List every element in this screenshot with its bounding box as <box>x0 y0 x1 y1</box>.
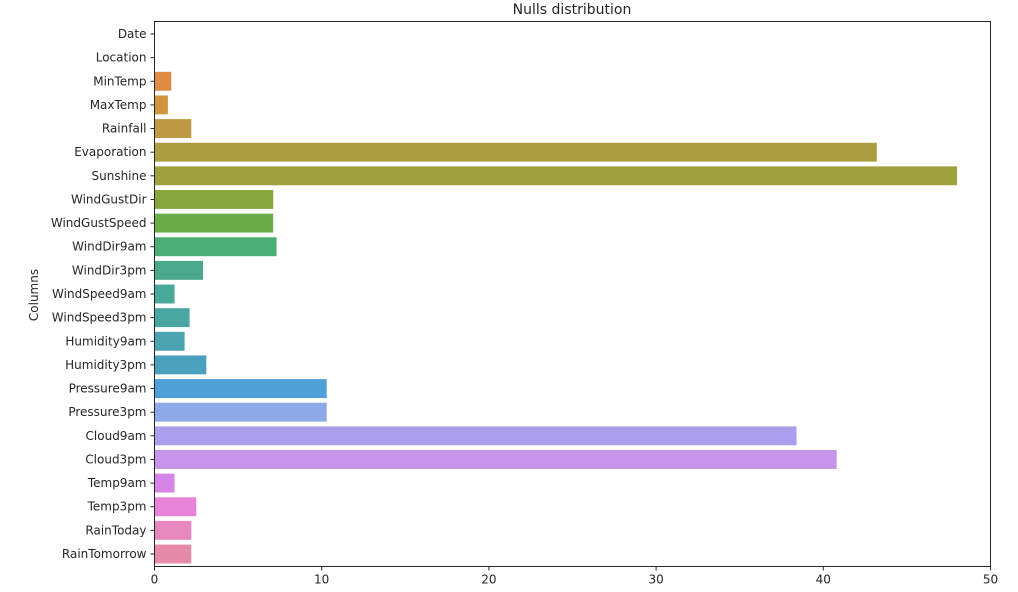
bar-evaporation <box>154 142 877 162</box>
y-tick-label-pressure9am: Pressure9am <box>69 382 147 396</box>
bar-winddir9am <box>154 237 277 257</box>
y-tick-label-windgustdir: WindGustDir <box>71 192 147 206</box>
y-tick-label-mintemp: MinTemp <box>93 74 146 88</box>
bar-humidity9am <box>154 331 185 351</box>
y-tick-label-windgustspeed: WindGustSpeed <box>51 216 147 230</box>
bar-windgustdir <box>154 190 274 209</box>
x-tick-label-0: 0 <box>151 573 159 587</box>
y-tick-label-humidity3pm: Humidity3pm <box>65 358 146 372</box>
y-tick-label-raintomorrow: RainTomorrow <box>62 547 147 561</box>
bar-pressure3pm <box>154 402 327 422</box>
bars-group <box>154 71 958 564</box>
y-tick-label-pressure3pm: Pressure3pm <box>68 405 146 419</box>
plot-frame <box>154 21 991 567</box>
y-tick-label-rainfall: Rainfall <box>102 122 147 136</box>
y-tick-label-raintoday: RainToday <box>85 523 146 537</box>
x-tick-label-10: 10 <box>314 573 329 587</box>
bar-cloud3pm <box>154 450 837 469</box>
y-tick-label-winddir9am: WindDir9am <box>72 240 146 254</box>
chart-title: Nulls distribution <box>513 2 632 18</box>
y-tick-label-humidity9am: Humidity9am <box>65 334 146 348</box>
x-tick-label-30: 30 <box>648 573 663 587</box>
bar-cloud9am <box>154 426 797 446</box>
bar-windspeed3pm <box>154 308 190 328</box>
y-tick-label-sunshine: Sunshine <box>91 169 146 183</box>
bar-winddir3pm <box>154 260 203 280</box>
y-tick-label-windspeed3pm: WindSpeed3pm <box>52 311 147 325</box>
bar-maxtemp <box>154 95 168 115</box>
y-tick-label-location: Location <box>96 51 147 65</box>
bar-rainfall <box>154 119 192 138</box>
y-tick-label-temp3pm: Temp3pm <box>87 500 147 514</box>
bar-raintoday <box>154 520 192 540</box>
y-tick-label-winddir3pm: WindDir3pm <box>72 263 147 277</box>
x-tick-label-50: 50 <box>983 573 998 587</box>
bar-windspeed9am <box>154 284 175 304</box>
bar-temp3pm <box>154 497 197 517</box>
y-tick-label-evaporation: Evaporation <box>74 145 146 159</box>
y-tick-label-temp9am: Temp9am <box>87 476 147 490</box>
y-tick-label-cloud3pm: Cloud3pm <box>85 452 146 466</box>
bar-pressure9am <box>154 379 327 398</box>
bar-raintomorrow <box>154 544 192 564</box>
bar-humidity3pm <box>154 355 207 375</box>
x-axis-ticks: 0 10 20 30 40 50 <box>151 566 998 587</box>
x-tick-label-20: 20 <box>481 573 496 587</box>
y-tick-label-maxtemp: MaxTemp <box>90 98 147 112</box>
bar-mintemp <box>154 71 172 91</box>
bar-temp9am <box>154 473 175 493</box>
y-axis-label: Columns <box>27 269 41 321</box>
y-tick-label-cloud9am: Cloud9am <box>86 429 147 443</box>
y-tick-label-windspeed9am: WindSpeed9am <box>52 287 146 301</box>
y-axis-ticks: Date Location MinTemp MaxTemp Rainfall Evapor… <box>51 27 155 561</box>
y-tick-label-date: Date <box>118 27 147 41</box>
bar-sunshine <box>154 166 958 186</box>
x-tick-label-40: 40 <box>816 573 831 587</box>
bar-windgustspeed <box>154 213 274 233</box>
